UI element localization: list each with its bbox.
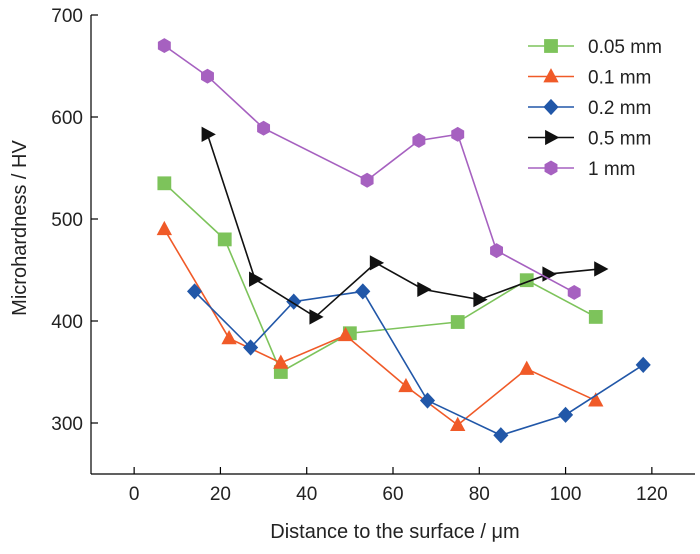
data-point (249, 271, 264, 287)
data-point (490, 243, 504, 259)
x-tick-label: 0 (129, 484, 140, 505)
data-point (419, 392, 436, 409)
legend-marker (544, 39, 558, 53)
data-point (156, 220, 173, 236)
y-tick-label: 500 (51, 210, 83, 231)
data-point (594, 261, 609, 277)
data-point (588, 310, 603, 324)
series-0_1-mm (156, 220, 604, 431)
data-point (493, 427, 509, 444)
data-point (157, 38, 171, 54)
legend-label: 0.5 mm (588, 129, 651, 150)
data-point (273, 354, 289, 369)
y-tick-label: 400 (51, 312, 83, 333)
y-tick-label: 700 (51, 6, 83, 27)
legend-label: 0.05 mm (588, 37, 662, 58)
data-point (451, 126, 465, 142)
series-line (193, 290, 644, 437)
legend-marker (545, 129, 560, 146)
y-tick-label: 300 (51, 414, 83, 435)
data-point (309, 309, 324, 325)
data-point (635, 356, 651, 373)
data-point (257, 120, 271, 136)
x-tick-label: 100 (550, 484, 582, 505)
data-point (567, 284, 581, 300)
data-point (221, 329, 237, 345)
data-point (201, 126, 216, 143)
x-tick-label: 60 (382, 484, 403, 505)
legend-label: 0.2 mm (588, 98, 651, 119)
legend-entry: 0.5 mm (528, 129, 651, 150)
data-point (412, 132, 426, 148)
data-point (519, 360, 535, 375)
data-point (201, 68, 214, 84)
legend-marker (543, 68, 559, 83)
ticks: 0 20 40 60 80 100 120 300 400 500 600 700 (51, 6, 667, 505)
data-point (588, 392, 604, 407)
x-tick-label: 20 (210, 484, 231, 505)
legend-entry: 0.2 mm (528, 98, 651, 119)
x-axis-title: Distance to the surface / μm (270, 521, 519, 543)
data-point (450, 315, 465, 329)
legend-marker (544, 160, 558, 176)
data-point (417, 281, 432, 298)
legend-entry: 1 mm (528, 159, 636, 180)
x-tick-label: 80 (469, 484, 490, 505)
y-axis-title: Microhardness / HV (9, 140, 31, 316)
data-point (243, 339, 259, 356)
data-point (558, 406, 574, 423)
legend-label: 1 mm (588, 159, 636, 180)
legend-entry: 0.05 mm (528, 37, 662, 58)
data-point (450, 416, 466, 431)
data-point (157, 176, 172, 191)
series-0_5-mm (201, 126, 609, 325)
series-0_05-mm (157, 176, 603, 379)
legend-label: 0.1 mm (588, 68, 651, 89)
legend-marker (543, 98, 559, 116)
data-point (217, 232, 232, 247)
data-point (337, 326, 354, 342)
x-tick-label: 40 (296, 484, 317, 505)
data-point (360, 172, 374, 188)
y-tick-label: 600 (51, 108, 83, 129)
data-point (473, 291, 488, 308)
data-point (355, 283, 371, 300)
series-layer (156, 38, 651, 444)
legend-entry: 0.1 mm (528, 68, 651, 89)
x-tick-label: 120 (636, 484, 668, 505)
data-point (186, 283, 203, 300)
series-0_2-mm (186, 283, 651, 444)
series-1-mm (157, 38, 581, 300)
series-line (206, 134, 601, 318)
series-line (163, 44, 575, 294)
data-point (369, 255, 385, 271)
data-point (398, 377, 414, 393)
series-line (163, 228, 597, 427)
legend: 0.05 mm 0.1 mm 0.2 mm 0.5 mm 1 mm (528, 37, 662, 180)
